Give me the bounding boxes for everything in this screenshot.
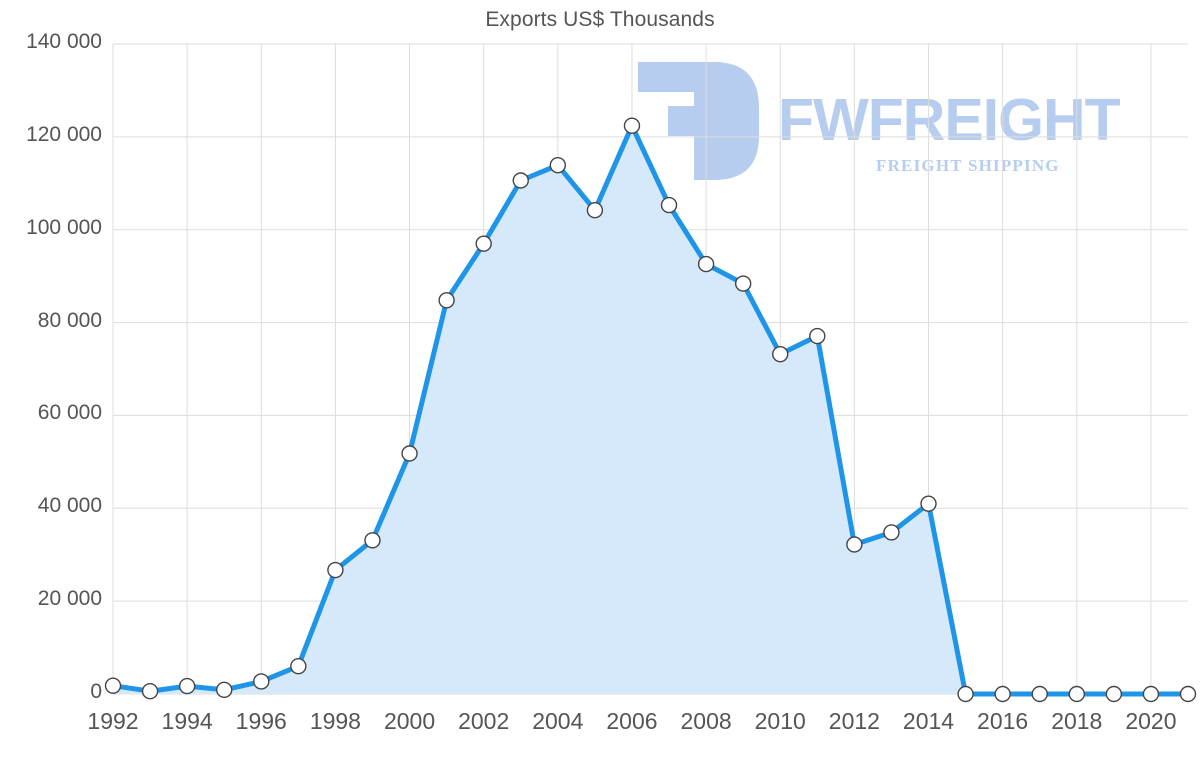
data-point-marker[interactable] <box>586 202 604 219</box>
x-axis-tick-label: 2010 <box>754 708 806 734</box>
data-point-marker[interactable] <box>549 156 567 174</box>
x-axis-tick-label: 2016 <box>977 708 1029 734</box>
x-axis-tick-label: 2002 <box>458 708 510 734</box>
data-point-marker[interactable] <box>290 657 307 675</box>
y-axis-tick-label: 140 000 <box>26 30 102 53</box>
data-markers <box>104 117 1197 703</box>
x-axis-tick-label: 2012 <box>828 708 880 734</box>
data-point-marker[interactable] <box>104 677 122 694</box>
data-point-marker[interactable] <box>809 327 826 345</box>
x-axis-tick-label: 1998 <box>309 708 361 734</box>
x-axis-tick-label: 2006 <box>606 708 658 734</box>
data-point-marker[interactable] <box>1142 685 1160 703</box>
x-axis-tick-label: 2000 <box>383 708 436 734</box>
data-point-marker[interactable] <box>994 685 1011 703</box>
data-point-marker[interactable] <box>364 532 381 549</box>
data-point-marker[interactable] <box>1105 685 1123 703</box>
area-path <box>113 125 1188 694</box>
y-axis-tick-label: 0 <box>90 680 102 703</box>
chart-title: Exports US$ Thousands <box>485 8 715 31</box>
data-point-marker[interactable] <box>660 196 678 214</box>
data-point-marker[interactable] <box>141 683 159 700</box>
data-point-marker[interactable] <box>1068 685 1085 703</box>
y-axis-tick-label: 100 000 <box>26 215 102 239</box>
data-point-marker[interactable] <box>216 681 233 699</box>
x-axis-tick-label: 2018 <box>1051 708 1103 734</box>
y-axis-tick-label: 60 000 <box>37 401 102 425</box>
x-axis-tick-label: 2014 <box>902 708 955 734</box>
data-point-marker[interactable] <box>920 495 937 512</box>
data-point-marker[interactable] <box>1031 685 1048 703</box>
y-axis-tick-label: 40 000 <box>37 494 102 518</box>
data-point-marker[interactable] <box>846 536 863 553</box>
x-axis-tick-label: 2020 <box>1125 708 1177 734</box>
data-point-marker[interactable] <box>512 172 529 189</box>
data-point-marker[interactable] <box>623 117 641 134</box>
data-point-marker[interactable] <box>178 677 196 695</box>
area-fill <box>113 125 1188 694</box>
x-axis-tick-label: 1992 <box>87 708 139 734</box>
data-point-marker[interactable] <box>957 685 974 703</box>
data-point-marker[interactable] <box>253 673 270 690</box>
y-axis-tick-label: 80 000 <box>37 308 102 332</box>
data-point-marker[interactable] <box>401 445 418 462</box>
x-axis-tick-label: 1996 <box>235 708 287 734</box>
data-point-marker[interactable] <box>438 292 455 309</box>
data-point-marker[interactable] <box>883 524 900 541</box>
y-axis-tick-label: 120 000 <box>26 122 102 146</box>
x-axis-tick-label: 2004 <box>532 708 584 734</box>
y-axis-tick-label: 20 000 <box>37 587 102 611</box>
data-point-marker[interactable] <box>697 255 715 273</box>
data-point-marker[interactable] <box>734 275 752 292</box>
data-point-marker[interactable] <box>772 345 789 363</box>
data-point-marker[interactable] <box>1179 685 1197 703</box>
x-axis-tick-label: 2008 <box>680 708 732 734</box>
data-point-marker[interactable] <box>327 561 344 579</box>
data-point-marker[interactable] <box>475 235 492 252</box>
x-axis-tick-label: 1994 <box>161 708 213 734</box>
